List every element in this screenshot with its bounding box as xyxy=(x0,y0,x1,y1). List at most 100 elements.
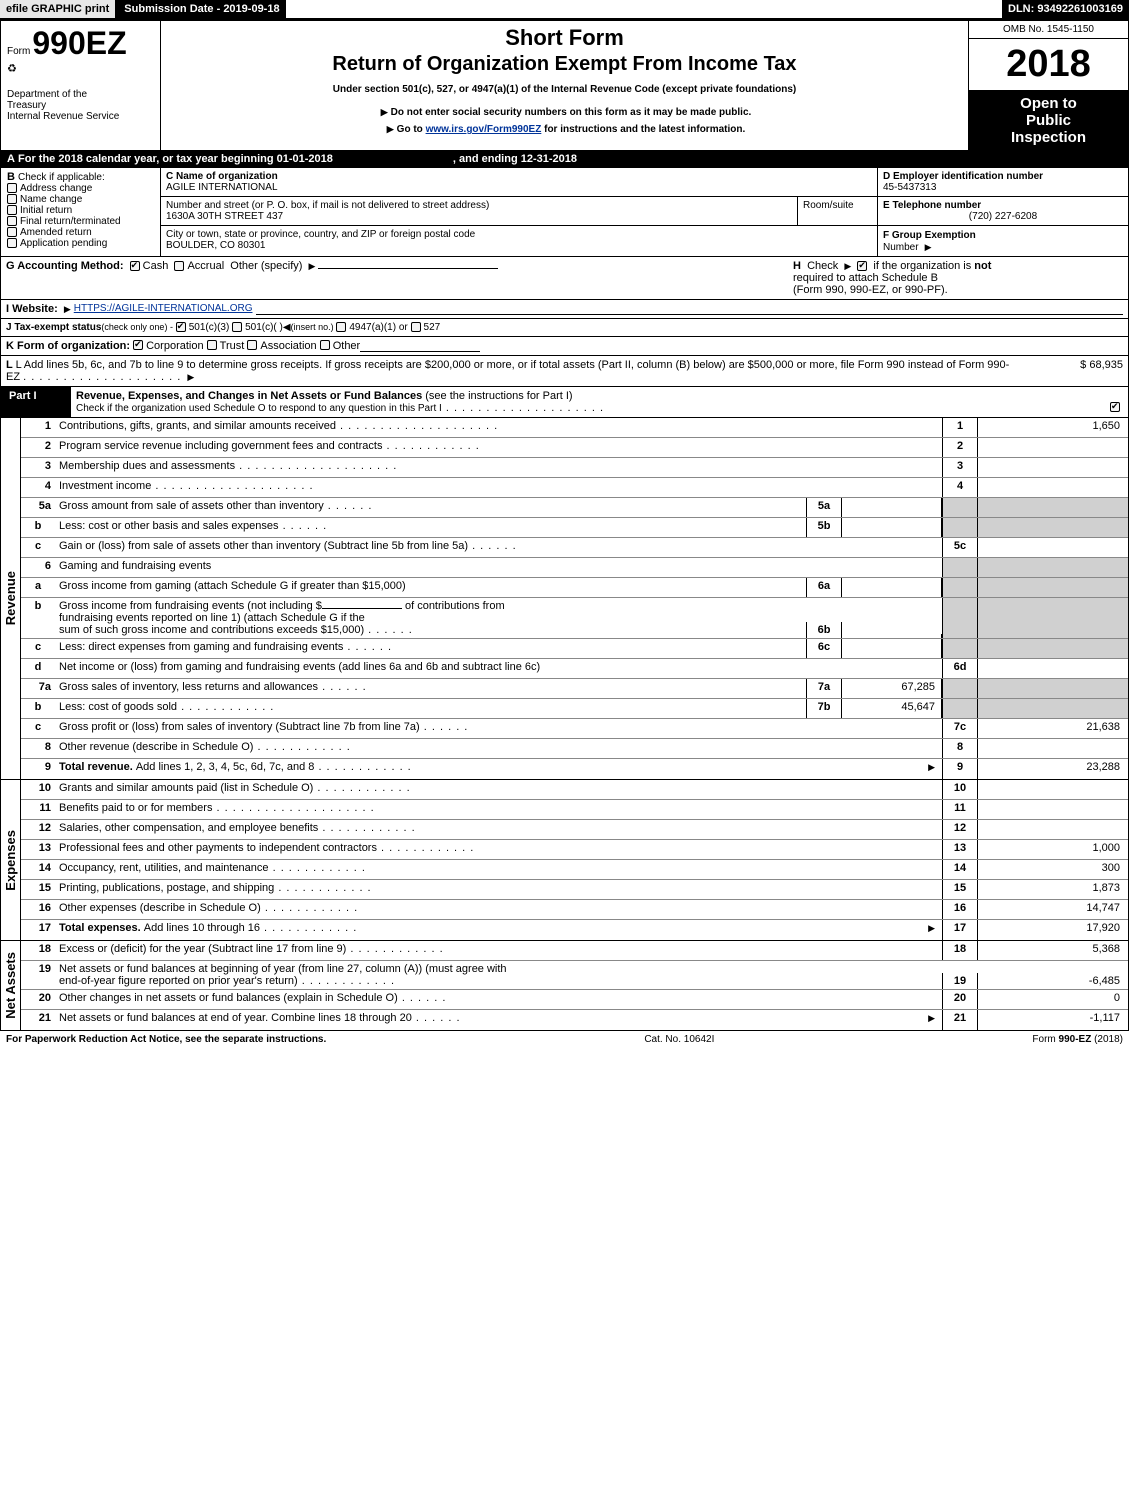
checkbox-pending[interactable] xyxy=(7,238,17,248)
l6c-rv-shade xyxy=(978,639,1128,658)
checkbox-cash[interactable] xyxy=(130,261,140,271)
revenue-section: Revenue 1Contributions, gifts, grants, a… xyxy=(1,417,1128,780)
l7a-desc: Gross sales of inventory, less returns a… xyxy=(59,681,318,693)
checkbox-other[interactable] xyxy=(320,340,330,350)
l12-num: 12 xyxy=(21,820,55,839)
short-form-title: Short Form xyxy=(171,25,958,51)
part-1-sub: Check if the organization used Schedule … xyxy=(76,403,442,414)
checkbox-final-return[interactable] xyxy=(7,216,17,226)
website-link[interactable]: HTTPS://AGILE-INTERNATIONAL.ORG xyxy=(74,303,253,315)
revenue-vlabel: Revenue xyxy=(2,567,19,629)
l20-num: 20 xyxy=(21,990,55,1009)
l7b-mn: 7b xyxy=(806,699,842,718)
j-label: J Tax-exempt status xyxy=(6,322,101,333)
footer: For Paperwork Reduction Act Notice, see … xyxy=(0,1031,1129,1048)
l6c-rn-shade xyxy=(942,639,978,658)
l16-num: 16 xyxy=(21,900,55,919)
checkbox-h[interactable] xyxy=(857,261,867,271)
l19-d1: Net assets or fund balances at beginning… xyxy=(59,963,507,975)
l11-rn: 11 xyxy=(942,800,978,819)
k-corp: Corporation xyxy=(146,340,203,352)
k-other: Other xyxy=(333,340,361,352)
opt-pending: Application pending xyxy=(20,238,107,249)
l8-val xyxy=(978,739,1128,758)
l7c-rn: 7c xyxy=(942,719,978,738)
l6-rn-shade xyxy=(942,558,978,577)
l6b-d1: Gross income from fundraising events (no… xyxy=(59,600,322,612)
opt-name-change: Name change xyxy=(20,194,82,205)
l6c-mn: 6c xyxy=(806,639,842,658)
efile-print-label: efile GRAPHIC print xyxy=(0,0,118,18)
checkbox-trust[interactable] xyxy=(207,340,217,350)
h-text4: (Form 990, 990-EZ, or 990-PF). xyxy=(793,284,948,296)
l6c-mv xyxy=(842,639,942,658)
l7c-val: 21,638 xyxy=(978,719,1128,738)
l6-rv-shade xyxy=(978,558,1128,577)
irs-link[interactable]: www.irs.gov/Form990EZ xyxy=(426,124,542,135)
l6b-mn: 6b xyxy=(806,622,842,638)
b-prompt: Check if applicable: xyxy=(18,172,105,183)
checkbox-address-change[interactable] xyxy=(7,183,17,193)
l16-desc: Other expenses (describe in Schedule O) xyxy=(59,902,261,914)
l6-num: 6 xyxy=(21,558,55,577)
l6b-d4: sum of such gross income and contributio… xyxy=(59,624,364,636)
l7b-rn-shade xyxy=(942,699,978,718)
l6a-num: a xyxy=(21,578,55,597)
l18-val: 5,368 xyxy=(978,941,1128,960)
form-prefix: Form xyxy=(7,46,30,57)
form-subtitle: Under section 501(c), 527, or 4947(a)(1)… xyxy=(171,84,958,95)
line-a: A For the 2018 calendar year, or tax yea… xyxy=(1,151,1128,168)
l5b-mn: 5b xyxy=(806,518,842,537)
l14-val: 300 xyxy=(978,860,1128,879)
l8-desc: Other revenue (describe in Schedule O) xyxy=(59,741,253,753)
l1-rn: 1 xyxy=(942,418,978,437)
l19-num: 19 xyxy=(21,961,55,989)
room-suite-label: Room/suite xyxy=(797,197,877,225)
l9-num: 9 xyxy=(21,759,55,779)
checkbox-assoc[interactable] xyxy=(247,340,257,350)
street-label: Number and street (or P. O. box, if mail… xyxy=(166,200,792,211)
part-1-header: Part I Revenue, Expenses, and Changes in… xyxy=(1,387,1128,417)
l6d-num: d xyxy=(21,659,55,678)
l10-rn: 10 xyxy=(942,780,978,799)
k-assoc: Association xyxy=(260,340,316,352)
checkbox-501c3[interactable] xyxy=(176,322,186,332)
opt-amended: Amended return xyxy=(20,227,92,238)
tax-year: 2018 xyxy=(1006,43,1091,85)
footer-mid: Cat. No. 10642I xyxy=(644,1034,714,1045)
dept-line-2: Treasury xyxy=(7,100,154,111)
checkbox-corp[interactable] xyxy=(133,340,143,350)
checkbox-initial-return[interactable] xyxy=(7,205,17,215)
l1-num: 1 xyxy=(21,418,55,437)
checkbox-name-change[interactable] xyxy=(7,194,17,204)
l5b-num: b xyxy=(21,518,55,537)
dept-line-1: Department of the xyxy=(7,89,154,100)
checkbox-527[interactable] xyxy=(411,322,421,332)
j-insert: (insert no.) xyxy=(291,322,334,333)
l6-desc: Gaming and fundraising events xyxy=(59,560,211,572)
row-l: L L Add lines 5b, 6c, and 7b to line 9 t… xyxy=(1,356,1128,387)
checkbox-4947[interactable] xyxy=(336,322,346,332)
l6d-rn: 6d xyxy=(942,659,978,678)
l4-rn: 4 xyxy=(942,478,978,497)
l2-rn: 2 xyxy=(942,438,978,457)
org-name: AGILE INTERNATIONAL xyxy=(166,182,872,193)
l5a-mv xyxy=(842,498,942,517)
city-value: BOULDER, CO 80301 xyxy=(166,240,872,251)
checkbox-amended[interactable] xyxy=(7,227,17,237)
l15-num: 15 xyxy=(21,880,55,899)
l7c-desc: Gross profit or (loss) from sales of inv… xyxy=(59,721,420,733)
d-label: D Employer identification number xyxy=(883,171,1123,182)
checkbox-schedule-o[interactable] xyxy=(1110,402,1120,412)
i-label: I Website: xyxy=(6,303,58,315)
opt-final-return: Final return/terminated xyxy=(20,216,121,227)
l5b-rv-shade xyxy=(978,518,1128,537)
k-label: K Form of organization: xyxy=(6,340,130,352)
l12-desc: Salaries, other compensation, and employ… xyxy=(59,822,318,834)
l18-desc: Excess or (deficit) for the year (Subtra… xyxy=(59,943,346,955)
checkbox-accrual[interactable] xyxy=(174,261,184,271)
checkbox-501c[interactable] xyxy=(232,322,242,332)
l5c-rn: 5c xyxy=(942,538,978,557)
l21-rn: 21 xyxy=(942,1010,978,1030)
l4-desc: Investment income xyxy=(59,480,151,492)
